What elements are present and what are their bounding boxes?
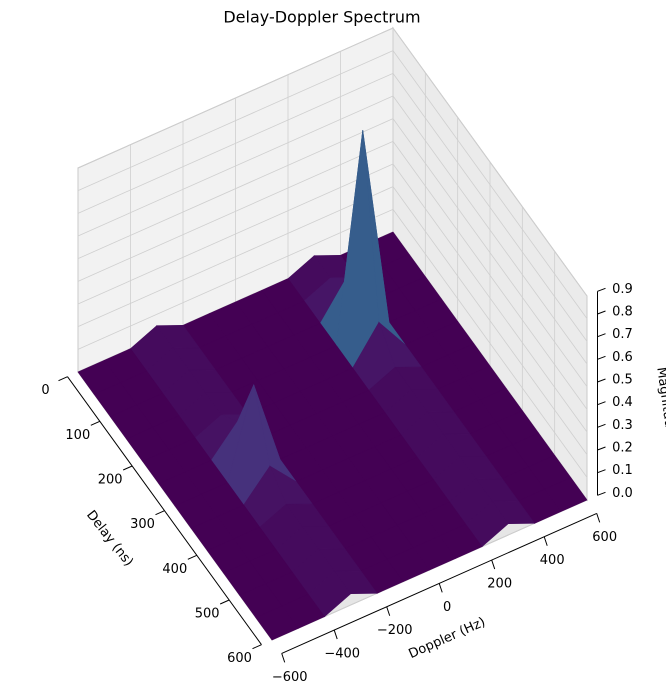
x-tick-label: 0 bbox=[41, 383, 49, 398]
x-tick bbox=[252, 644, 262, 650]
z-tick-label: 0.1 bbox=[612, 463, 633, 478]
z-tick bbox=[597, 355, 606, 360]
z-tick-label: 0.2 bbox=[612, 441, 633, 456]
x-axis-label: Delay (ns) bbox=[83, 508, 136, 570]
x-tick-label: 300 bbox=[130, 517, 155, 532]
x-tick bbox=[187, 554, 198, 560]
y-tick bbox=[281, 653, 286, 663]
y-tick bbox=[596, 513, 601, 523]
y-tick bbox=[543, 536, 548, 546]
z-tick-label: 0.8 bbox=[612, 305, 633, 320]
surface-patch bbox=[255, 605, 299, 641]
x-tick bbox=[58, 376, 68, 382]
x-tick-label: 200 bbox=[98, 473, 123, 488]
z-tick-label: 0.3 bbox=[612, 418, 633, 433]
grid-line bbox=[77, 163, 394, 305]
z-tick bbox=[597, 446, 606, 451]
y-tick-label: −600 bbox=[272, 670, 308, 684]
grid-line bbox=[392, 209, 588, 478]
y-tick bbox=[491, 559, 496, 570]
grid-line bbox=[392, 118, 588, 387]
z-tick bbox=[597, 469, 606, 474]
z-tick-label: 0.9 bbox=[612, 282, 633, 297]
z-tick bbox=[597, 310, 606, 315]
grid-line bbox=[392, 186, 588, 455]
z-tick-label: 0.0 bbox=[612, 486, 633, 501]
grid-line bbox=[392, 50, 588, 319]
z-axis-label: Magnitude bbox=[653, 366, 666, 436]
z-tick-label: 0.4 bbox=[612, 395, 633, 410]
z-tick-label: 0.7 bbox=[612, 327, 633, 342]
x-tick-label: 400 bbox=[162, 562, 187, 577]
x-tick bbox=[155, 510, 165, 516]
z-tick bbox=[597, 401, 606, 406]
grid-line bbox=[77, 140, 394, 282]
z-tick-label: 0.6 bbox=[612, 350, 633, 365]
y-tick bbox=[386, 606, 391, 616]
grid-line bbox=[77, 95, 394, 237]
grid-line bbox=[392, 73, 588, 342]
z-tick bbox=[597, 378, 606, 383]
y-tick-label: −400 bbox=[324, 647, 360, 662]
grid-line bbox=[77, 27, 394, 169]
surface bbox=[77, 129, 588, 641]
z-tick bbox=[597, 423, 606, 428]
y-tick bbox=[333, 629, 338, 640]
x-tick bbox=[122, 465, 133, 471]
y-tick-label: 0 bbox=[443, 600, 451, 615]
z-tick bbox=[597, 491, 606, 496]
z-tick bbox=[597, 287, 606, 292]
grid-line bbox=[392, 141, 588, 410]
x-tick bbox=[90, 420, 101, 426]
z-tick bbox=[597, 333, 606, 338]
grid-line bbox=[77, 118, 394, 260]
y-tick-label: 400 bbox=[540, 553, 565, 568]
chart-title: Delay-Doppler Spectrum bbox=[223, 8, 420, 27]
y-tick-label: 200 bbox=[487, 577, 512, 592]
x-tick bbox=[219, 599, 230, 605]
x-tick-label: 600 bbox=[227, 651, 252, 666]
grid-line bbox=[77, 208, 394, 350]
y-tick-label: 600 bbox=[592, 530, 617, 545]
x-tick-label: 100 bbox=[65, 428, 90, 443]
y-tick-label: −200 bbox=[377, 623, 413, 638]
z-tick-label: 0.5 bbox=[612, 373, 633, 388]
y-tick bbox=[438, 583, 443, 593]
x-tick-label: 500 bbox=[195, 607, 220, 622]
grid-line bbox=[77, 186, 394, 328]
grid-line bbox=[392, 27, 588, 297]
grid-line bbox=[77, 50, 394, 192]
grid-line bbox=[77, 72, 394, 214]
grid-line bbox=[392, 95, 588, 365]
grid-line bbox=[392, 163, 588, 433]
y-axis-label: Doppler (Hz) bbox=[407, 615, 488, 662]
